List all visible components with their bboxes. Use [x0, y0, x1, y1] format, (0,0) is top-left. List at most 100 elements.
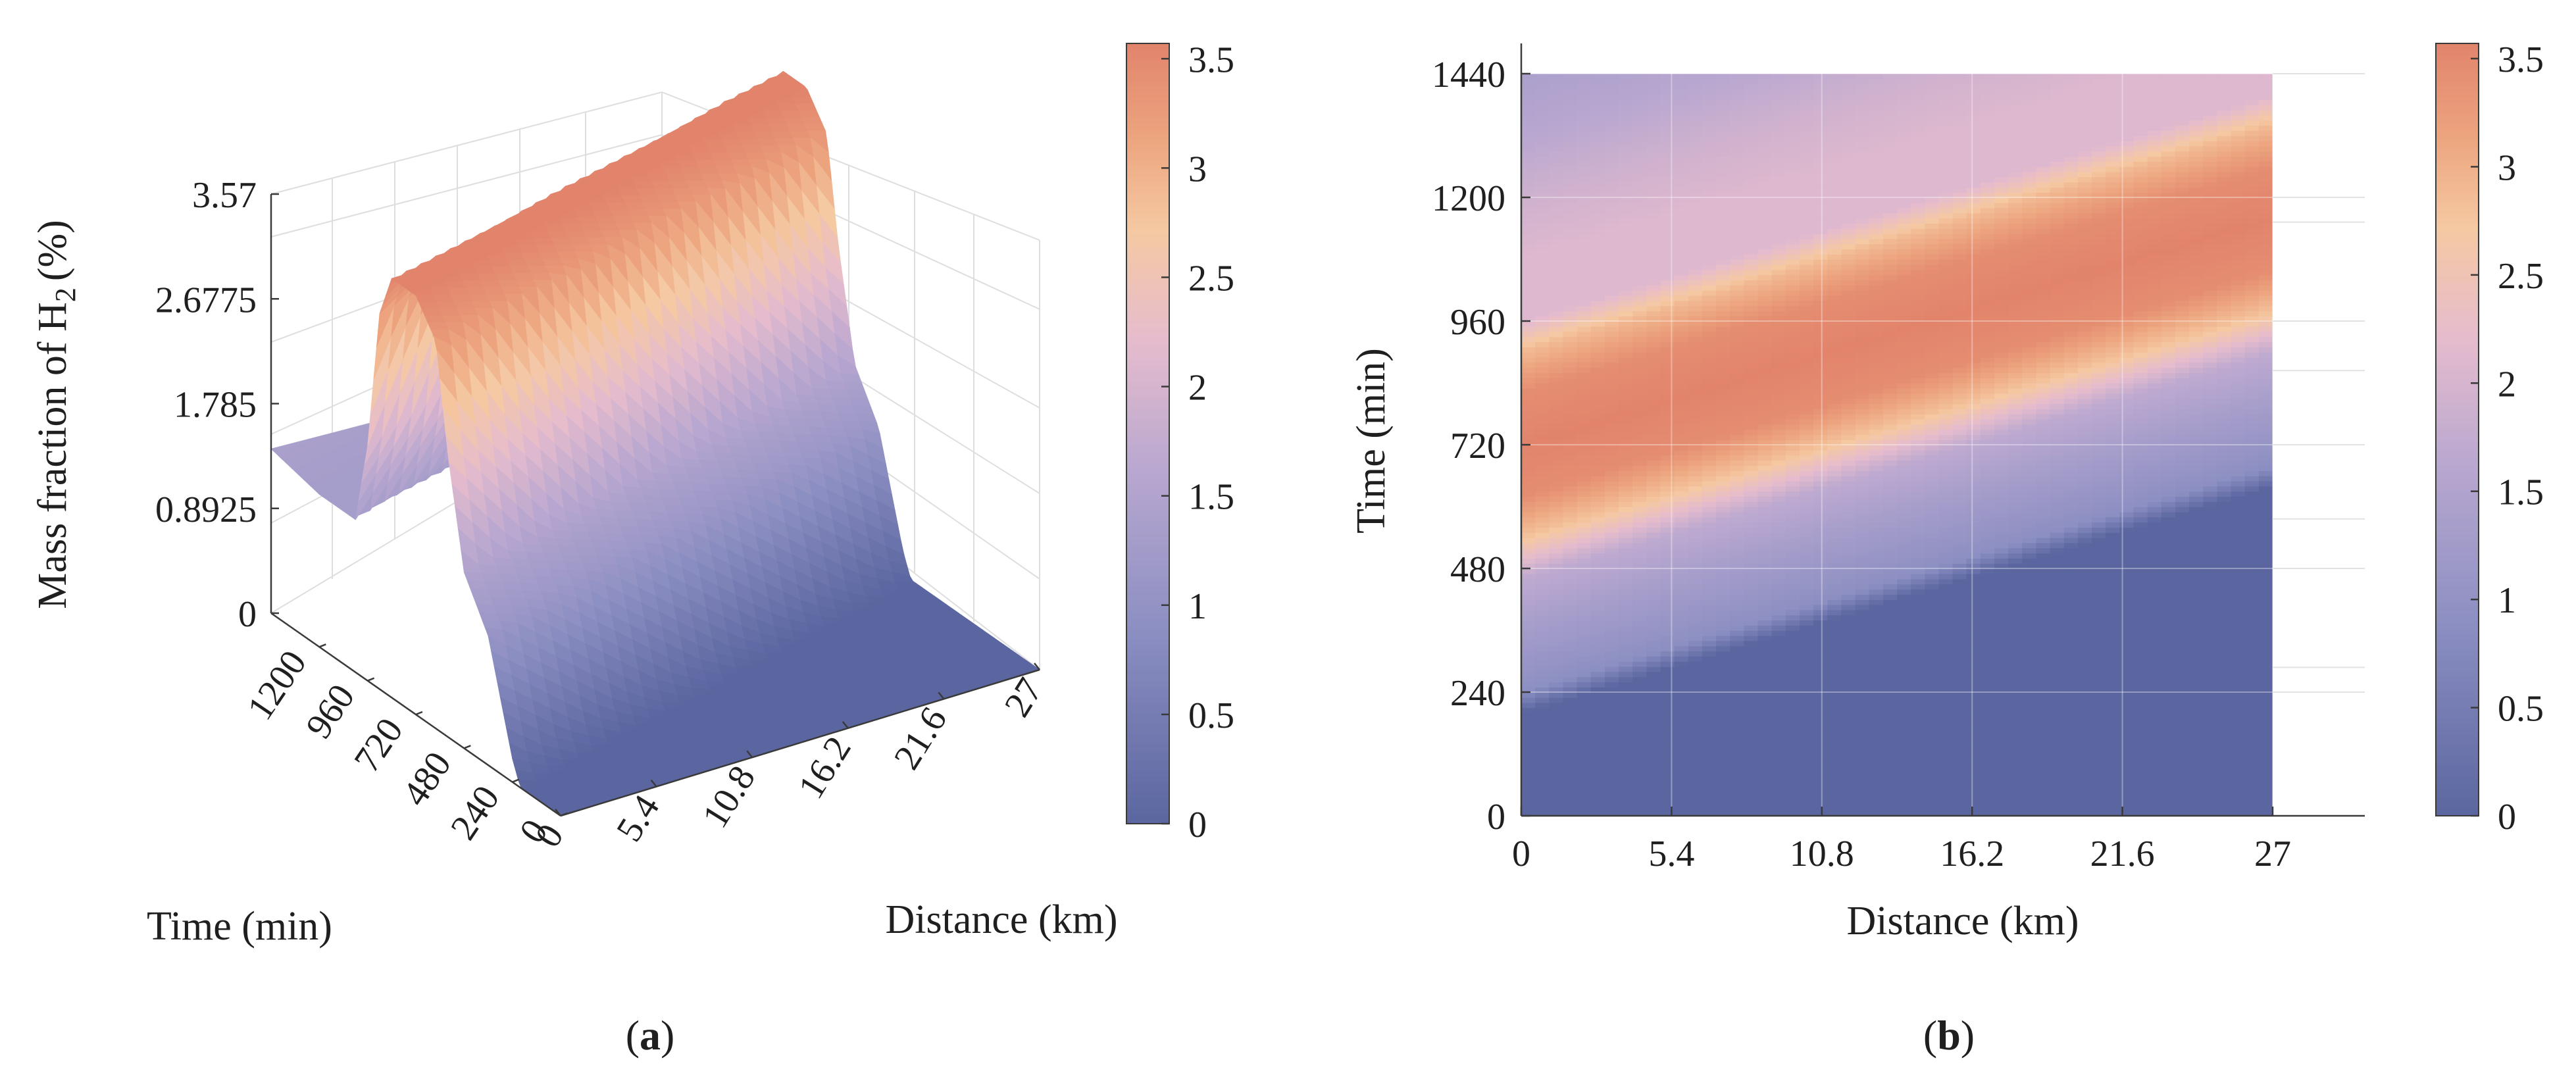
heatmap-cell: [1730, 326, 1745, 332]
surface-patch: [760, 145, 782, 153]
heatmap-cell: [1688, 538, 1703, 543]
heatmap-cell: [1688, 594, 1703, 600]
heatmap-cell: [1521, 362, 1536, 368]
surface-patch: [804, 124, 826, 132]
heatmap-cell: [1604, 558, 1619, 564]
heatmap-cell: [1702, 171, 1717, 178]
heatmap-cell: [1730, 74, 1745, 80]
heatmap-cell: [1688, 249, 1703, 255]
heatmap-cell: [1604, 99, 1619, 105]
heatmap-cell: [1590, 811, 1605, 816]
heatmap-cell: [1730, 449, 1745, 456]
heatmap-cell: [1730, 398, 1745, 405]
heatmap-cell: [1702, 78, 1717, 85]
heatmap-cell: [1563, 516, 1578, 523]
heatmap-cell: [1577, 445, 1592, 451]
heatmap-cell: [1590, 805, 1605, 811]
heatmap-cell: [1549, 609, 1564, 616]
surface-patch: [783, 117, 805, 125]
heatmap-cell: [1632, 78, 1648, 85]
heatmap-cell: [1577, 176, 1592, 183]
heatmap-cell: [1577, 496, 1592, 502]
distance-tick-mark: [1034, 663, 1040, 670]
heatmap-cell: [1590, 347, 1605, 353]
heatmap-cell: [1660, 470, 1675, 476]
heatmap-cell: [1549, 676, 1564, 683]
heatmap-cell: [1577, 125, 1592, 131]
heatmap-cell: [1660, 733, 1675, 739]
heatmap-cell: [1730, 424, 1745, 430]
heatmap-cell: [1604, 460, 1619, 466]
heatmap-cell: [1521, 182, 1536, 188]
heatmap-cell: [1730, 465, 1745, 471]
heatmap-cell: [1521, 114, 1536, 121]
heatmap-cell: [1590, 666, 1605, 672]
heatmap-cell: [1702, 718, 1717, 724]
heatmap-cell: [1702, 280, 1717, 286]
heatmap-cell: [1632, 89, 1648, 95]
heatmap-cell: [1590, 125, 1605, 131]
heatmap-cell: [1702, 151, 1717, 157]
heatmap-cell: [1577, 532, 1592, 538]
heatmap-cell: [1549, 161, 1564, 167]
heatmap-cell: [1535, 84, 1550, 90]
heatmap-cell: [1674, 604, 1689, 611]
heatmap-cell: [1674, 460, 1689, 466]
heatmap-cell: [1619, 723, 1633, 729]
heatmap-cell: [1535, 697, 1550, 703]
heatmap-cell: [1535, 465, 1550, 471]
heatmap-cell: [1660, 682, 1675, 688]
heatmap-cell: [1619, 645, 1633, 652]
surface-patch: [596, 555, 619, 566]
heatmap-cell: [1660, 476, 1675, 482]
heatmap-cell: [1688, 455, 1703, 461]
heatmap-cell: [1632, 372, 1648, 378]
heatmap-cell: [1674, 640, 1689, 647]
surface-patch: [463, 280, 484, 288]
heatmap-cell: [1688, 599, 1703, 605]
heatmap-cell: [1646, 357, 1661, 363]
heatmap-cell: [1590, 645, 1605, 652]
heatmap-cell: [1646, 213, 1661, 219]
heatmap-cell: [1646, 640, 1661, 647]
heatmap-cell: [1590, 269, 1605, 276]
surface-patch: [603, 195, 626, 203]
heatmap-cell: [1521, 238, 1536, 245]
heatmap-cell: [1590, 357, 1605, 363]
heatmap-cell: [1660, 532, 1675, 538]
heatmap-cell: [1702, 336, 1717, 343]
surface-patch: [765, 117, 788, 126]
heatmap-cell: [1688, 439, 1703, 445]
heatmap-cell: [1688, 305, 1703, 312]
heatmap-cell: [1535, 367, 1550, 374]
heatmap-cell: [1632, 542, 1648, 549]
heatmap-cell: [1549, 418, 1564, 425]
heatmap-cell: [1521, 568, 1536, 574]
heatmap-cell: [1563, 697, 1578, 703]
heatmap-cell: [1535, 109, 1550, 116]
heatmap-cell: [1702, 94, 1717, 100]
surface-patch: [639, 195, 661, 203]
heatmap-cell: [1702, 409, 1717, 414]
heatmap-cell: [1604, 470, 1619, 476]
heatmap-cell: [1688, 202, 1703, 209]
heatmap-cell: [1535, 578, 1550, 585]
heatmap-cell: [1660, 558, 1675, 564]
heatmap-cell: [1688, 78, 1703, 85]
heatmap-cell: [1674, 197, 1689, 203]
heatmap-cell: [1577, 285, 1592, 291]
heatmap-cell: [1563, 78, 1578, 85]
heatmap-cell: [1716, 295, 1730, 301]
heatmap-cell: [1619, 151, 1633, 157]
heatmap-cell: [1646, 666, 1661, 672]
heatmap-cell: [1521, 145, 1536, 152]
heatmap-cell: [1688, 491, 1703, 497]
heatmap-cell: [1619, 573, 1633, 580]
heatmap-cell: [1702, 161, 1717, 167]
heatmap-cell: [1688, 445, 1703, 451]
heatmap-cell: [1730, 538, 1745, 543]
heatmap-cell: [1674, 527, 1689, 533]
heatmap-cell: [1604, 738, 1619, 745]
heatmap-cell: [1702, 202, 1717, 209]
